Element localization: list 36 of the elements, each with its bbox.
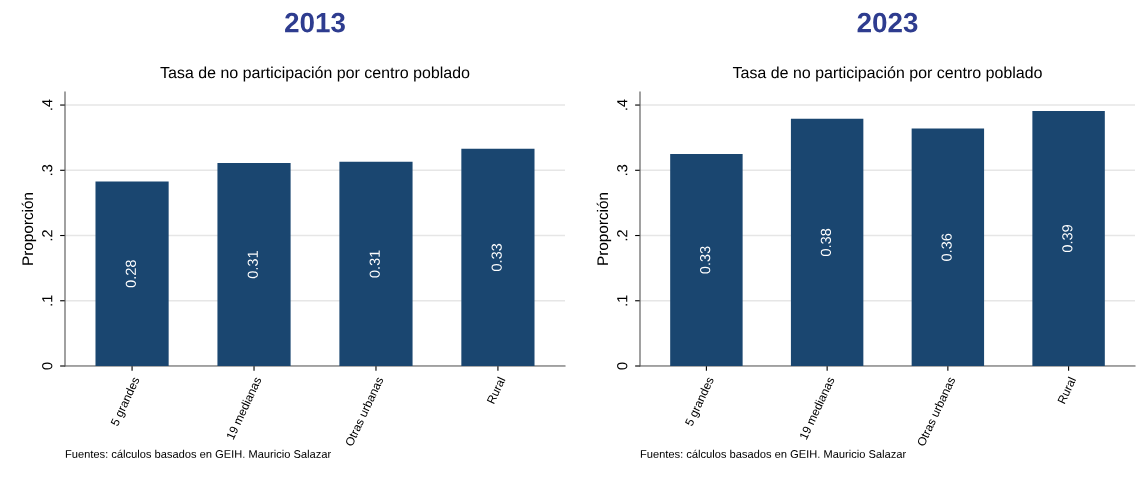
y-axis-title: Proporción [596, 193, 612, 265]
data-label: 0.31 [369, 250, 380, 278]
chart-title: 2013 [285, 12, 345, 33]
chart-subtitle: Tasa de no participación por centro poblado [732, 66, 1042, 82]
y-tick-label: .1 [42, 295, 53, 306]
data-label: 0.28 [125, 260, 136, 288]
y-tick-label: .2 [617, 230, 628, 241]
bar [670, 153, 743, 366]
bar [461, 148, 535, 366]
y-tick-label: .2 [42, 230, 53, 241]
bar [339, 161, 413, 366]
data-label: 0.36 [941, 233, 952, 261]
chart-title: 2023 [857, 12, 918, 33]
data-label: 0.33 [491, 243, 502, 271]
chart-subtitle: Tasa de no participación por centro poblado [160, 66, 470, 82]
data-label: 0.39 [1062, 224, 1073, 253]
bar [911, 128, 985, 366]
x-tick-label: Rural [1057, 376, 1077, 405]
y-tick-label: .1 [617, 295, 628, 306]
x-tick-label: Rural [486, 376, 506, 405]
y-tick-label: 0 [42, 362, 53, 370]
y-axis-title: Proporción [21, 193, 37, 265]
bar [95, 181, 169, 366]
bar [790, 118, 864, 366]
y-tick-label: .4 [42, 99, 53, 110]
y-tick-label: .4 [617, 99, 628, 110]
source-note: Fuentes: cálculos basados en GEIH. Mauricio Salazar [640, 449, 906, 458]
bar [1032, 110, 1105, 366]
bar [217, 163, 291, 366]
y-tick-label: 0 [617, 362, 628, 370]
data-label: 0.33 [699, 246, 711, 274]
y-tick-label: .3 [617, 164, 628, 176]
data-label: 0.38 [820, 228, 832, 256]
source-note: Fuentes: cálculos basados en GEIH. Mauricio Salazar [65, 449, 331, 458]
data-label: 0.31 [247, 251, 258, 279]
y-tick-label: .3 [42, 164, 53, 176]
